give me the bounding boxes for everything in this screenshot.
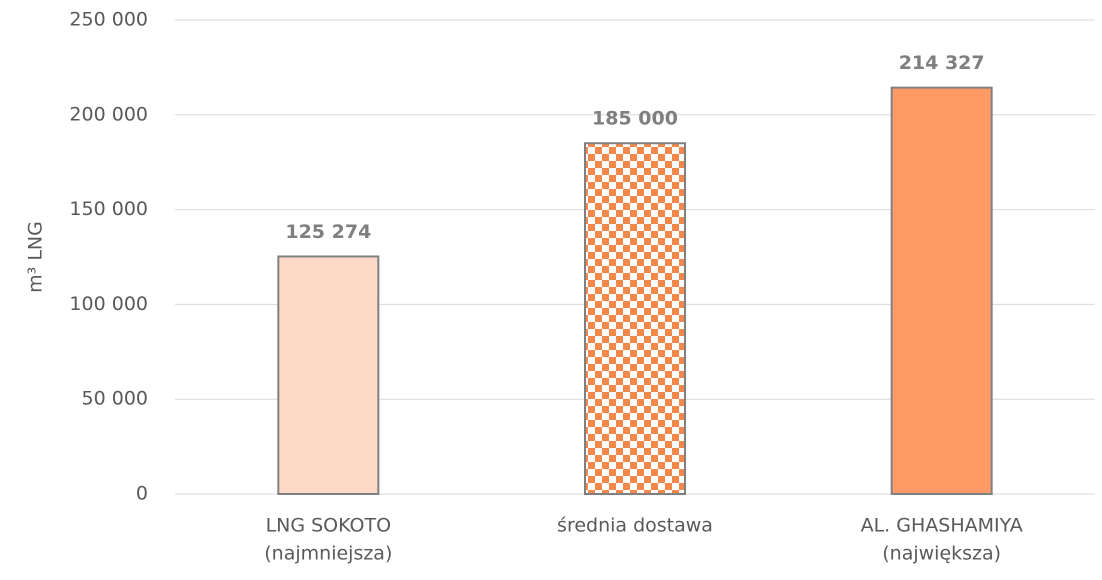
x-tick-label: AL. GHASHAMIYA xyxy=(861,515,1023,537)
y-tick-label: 200 000 xyxy=(69,103,148,125)
y-tick-label: 250 000 xyxy=(69,9,148,31)
value-label: 214 327 xyxy=(899,52,985,74)
bar xyxy=(584,142,686,496)
bar xyxy=(277,255,380,495)
x-tick-label: (największa) xyxy=(882,543,1001,565)
x-tick-label: średnia dostawa xyxy=(557,515,713,537)
value-label: 125 274 xyxy=(285,221,371,243)
y-tick-label: 0 xyxy=(136,483,148,505)
bar xyxy=(890,86,993,495)
y-tick-label: 100 000 xyxy=(69,293,148,315)
y-tick-label: 50 000 xyxy=(82,388,148,410)
value-label: 185 000 xyxy=(592,108,678,130)
y-axis-label: m³ LNG xyxy=(25,221,47,293)
x-tick-label: LNG SOKOTO xyxy=(266,515,392,537)
x-tick-label: (najmniejsza) xyxy=(264,543,392,565)
y-tick-label: 150 000 xyxy=(69,198,148,220)
